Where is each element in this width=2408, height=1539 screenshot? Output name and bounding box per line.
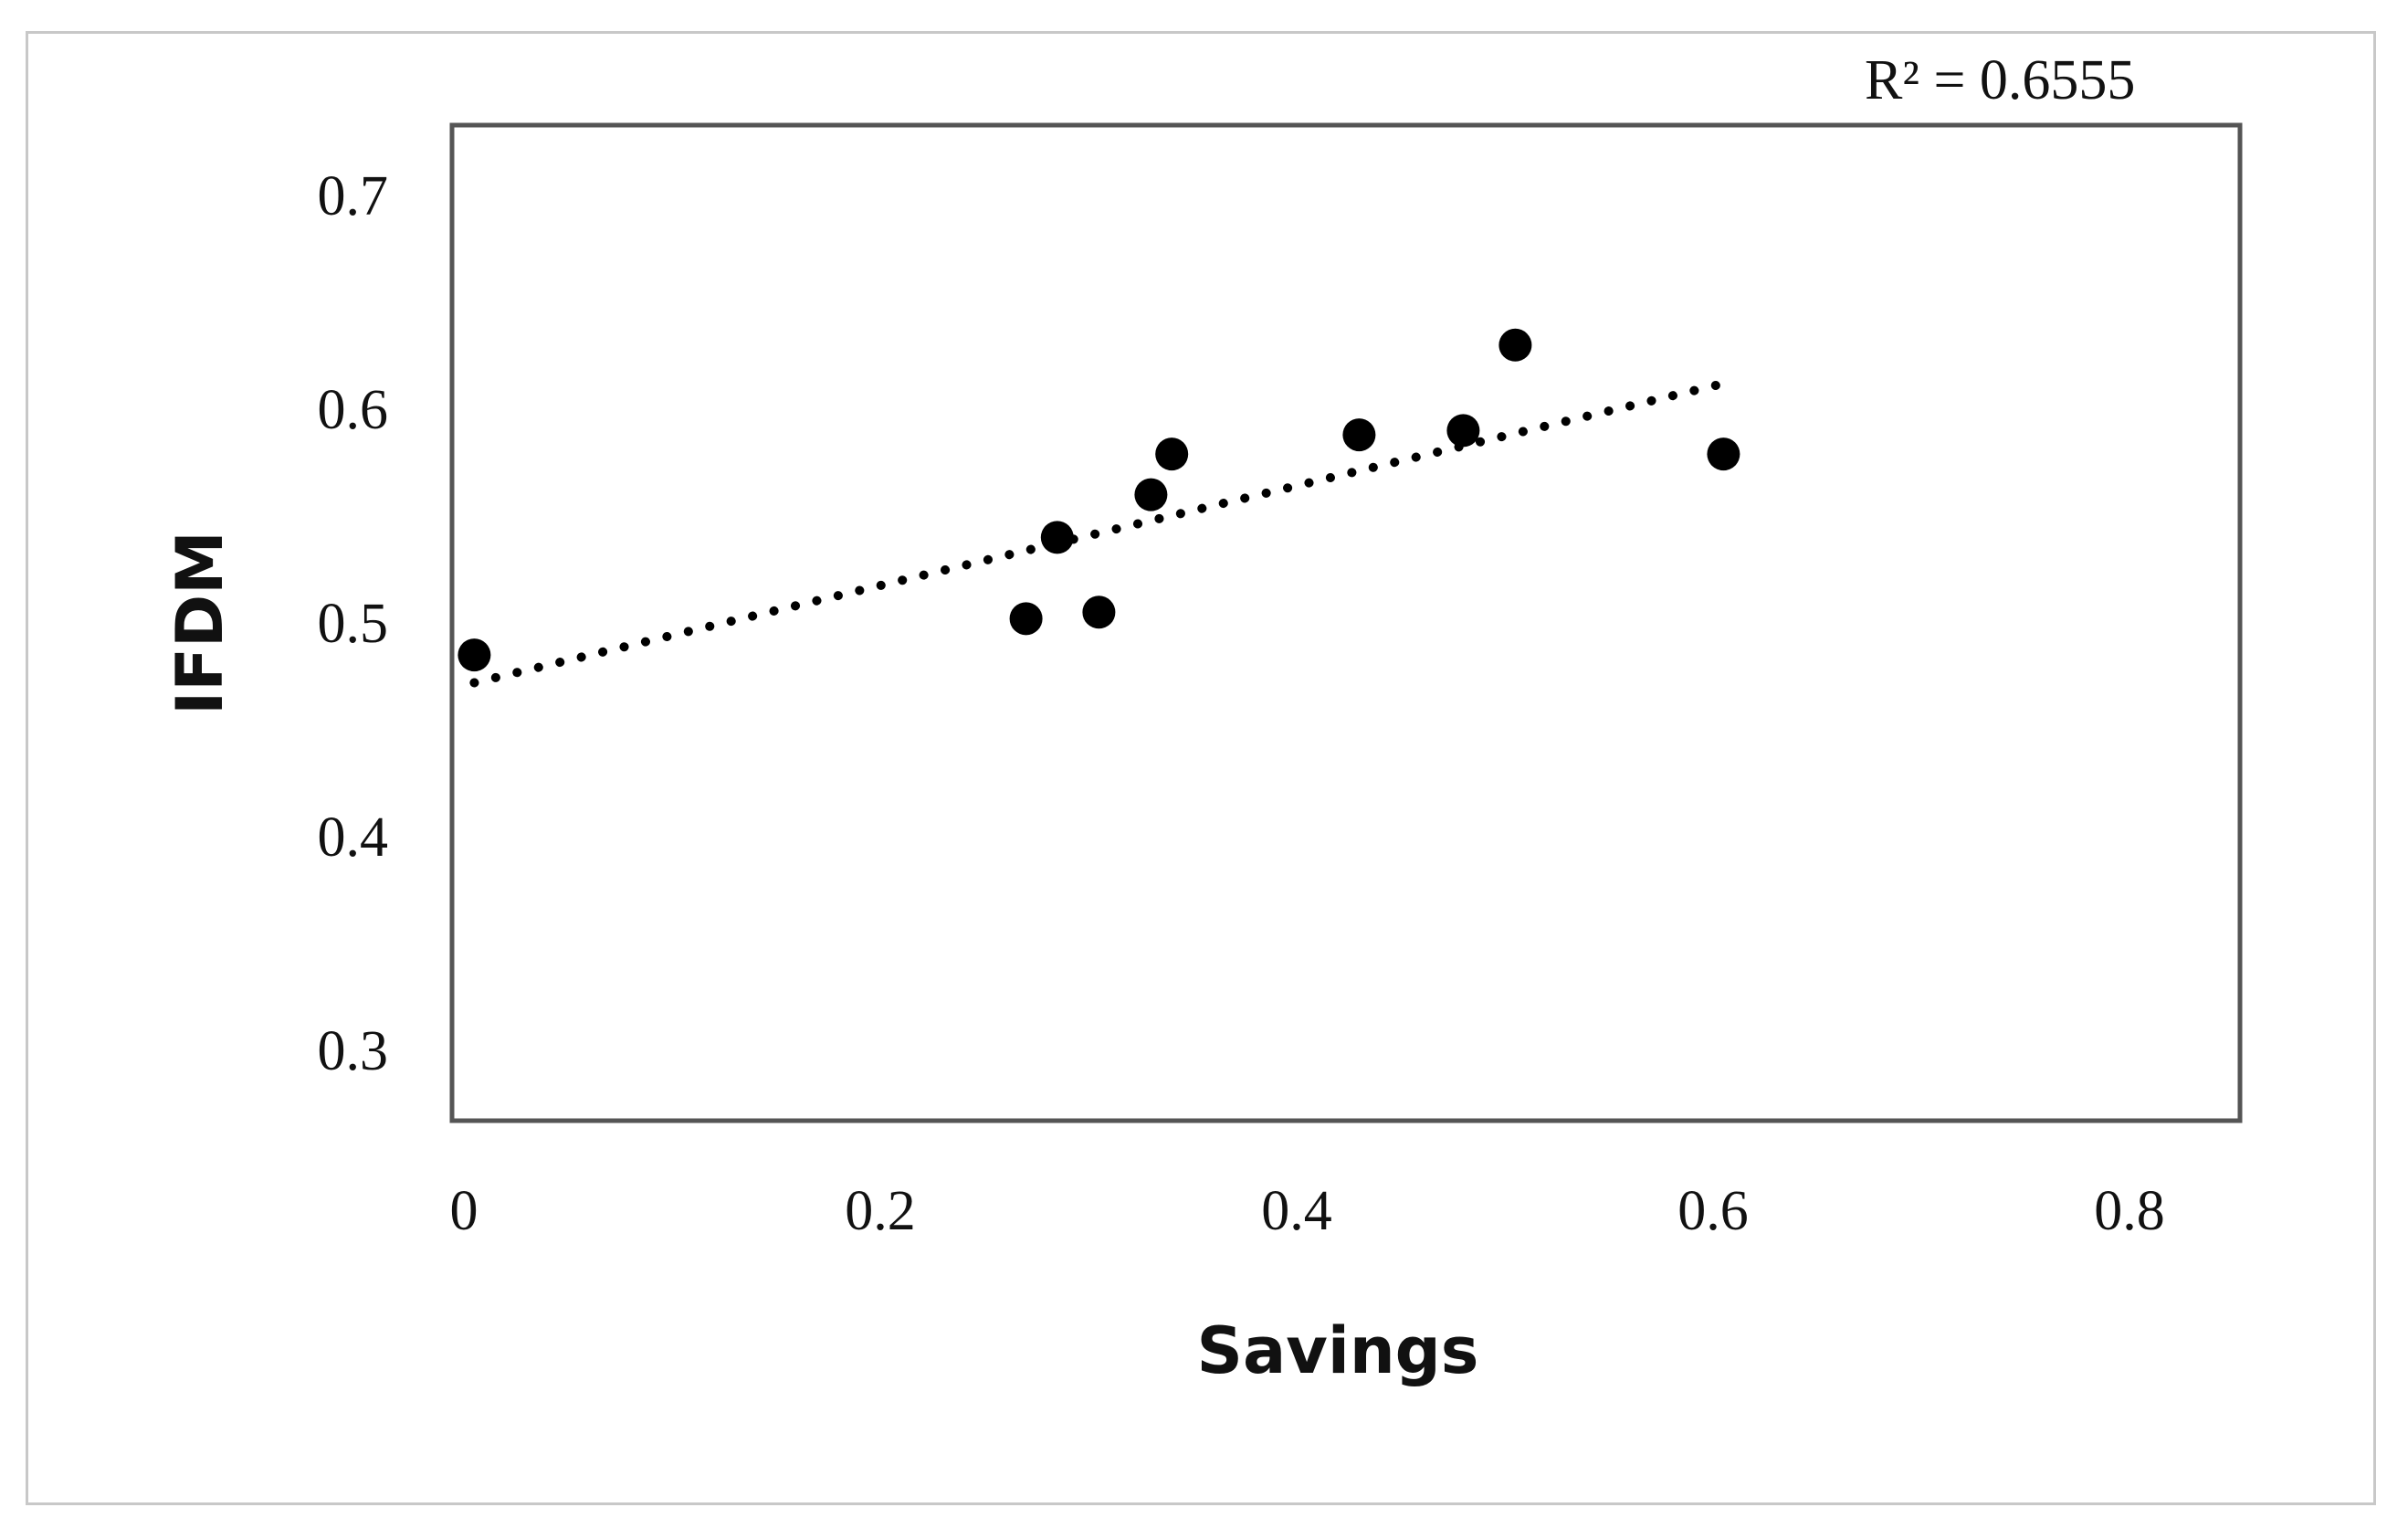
- data-point-10: [1707, 437, 1740, 471]
- x-tick-label: 0.4: [1261, 1180, 1332, 1242]
- data-point-5: [1134, 478, 1168, 511]
- data-point-4: [1082, 596, 1116, 629]
- y-axis-title: IFDM: [163, 531, 237, 715]
- data-point-9: [1498, 328, 1532, 362]
- r-squared-annotation: R² = 0.6555: [1865, 49, 2135, 111]
- data-point-1: [457, 638, 491, 672]
- data-point-8: [1446, 414, 1480, 448]
- x-tick-label: 0.6: [1677, 1180, 1749, 1242]
- y-tick-label: 0.6: [318, 379, 389, 441]
- data-point-3: [1040, 521, 1074, 554]
- data-point-7: [1342, 418, 1376, 452]
- x-tick-label: 0.2: [845, 1180, 916, 1242]
- y-tick-label: 0.5: [318, 593, 389, 655]
- x-tick-label: 0.8: [2094, 1180, 2165, 1242]
- data-point-2: [1009, 602, 1043, 636]
- x-tick-label: 0: [450, 1180, 478, 1242]
- x-tick-labels: 0 0.2 0.4 0.6 0.8: [450, 1180, 2165, 1242]
- trendline: [469, 378, 1729, 688]
- y-tick-labels: 0.3 0.4 0.5 0.6 0.7: [318, 165, 389, 1082]
- plot-area: [449, 122, 2243, 1123]
- y-tick-label: 0.3: [318, 1020, 389, 1082]
- data-point-6: [1155, 437, 1189, 471]
- y-tick-label: 0.4: [318, 806, 389, 869]
- y-tick-label: 0.7: [318, 165, 389, 227]
- point-layer: [457, 328, 1740, 672]
- trendline-layer: [469, 378, 1729, 688]
- x-axis-title: Savings: [1197, 1313, 1479, 1388]
